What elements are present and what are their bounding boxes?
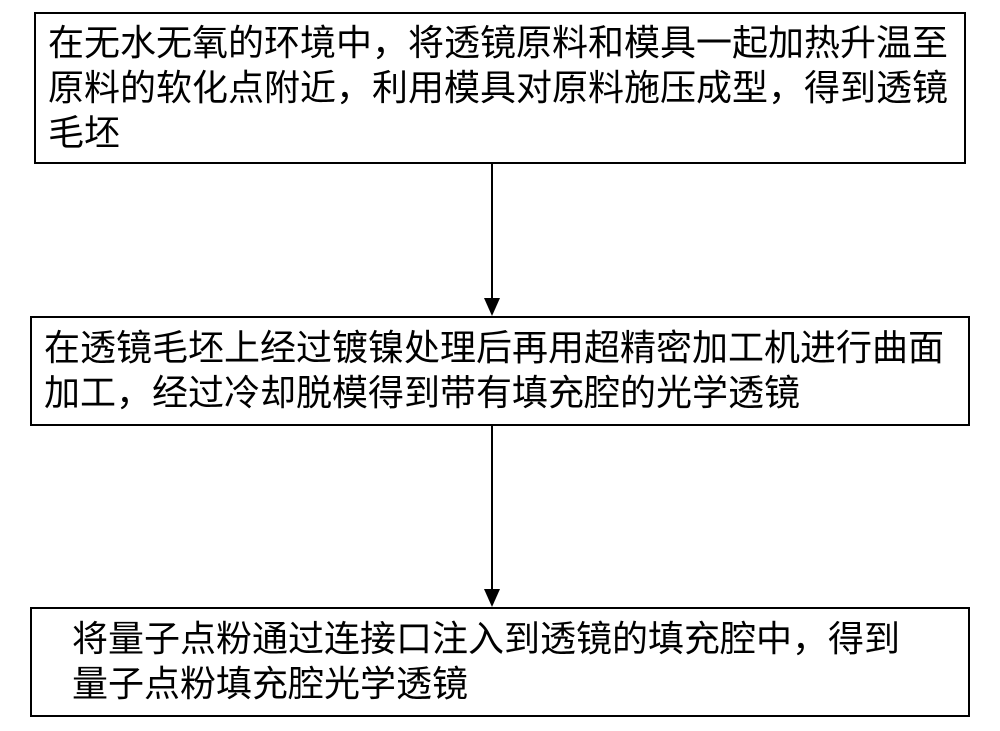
flowchart-step-2: 在透镜毛坯上经过镀镍处理后再用超精密加工机进行曲面加工，经过冷却脱模得到带有填充… (30, 316, 970, 426)
flowchart-step-2-text: 在透镜毛坯上经过镀镍处理后再用超精密加工机进行曲面加工，经过冷却脱模得到带有填充… (44, 326, 956, 416)
flowchart-step-1: 在无水无氧的环境中，将透镜原料和模具一起加热升温至原料的软化点附近，利用模具对原… (34, 12, 966, 164)
flowchart-arrow-1 (482, 164, 502, 316)
flowchart-canvas: 在无水无氧的环境中，将透镜原料和模具一起加热升温至原料的软化点附近，利用模具对原… (0, 0, 1000, 731)
flowchart-step-3-text: 将量子点粉通过连接口注入到透镜的填充腔中，得到量子点粉填充腔光学透镜 (72, 617, 928, 707)
flowchart-step-1-text: 在无水无氧的环境中，将透镜原料和模具一起加热升温至原料的软化点附近，利用模具对原… (48, 21, 952, 156)
flowchart-arrow-2 (482, 426, 502, 607)
flowchart-step-3: 将量子点粉通过连接口注入到透镜的填充腔中，得到量子点粉填充腔光学透镜 (30, 607, 970, 717)
